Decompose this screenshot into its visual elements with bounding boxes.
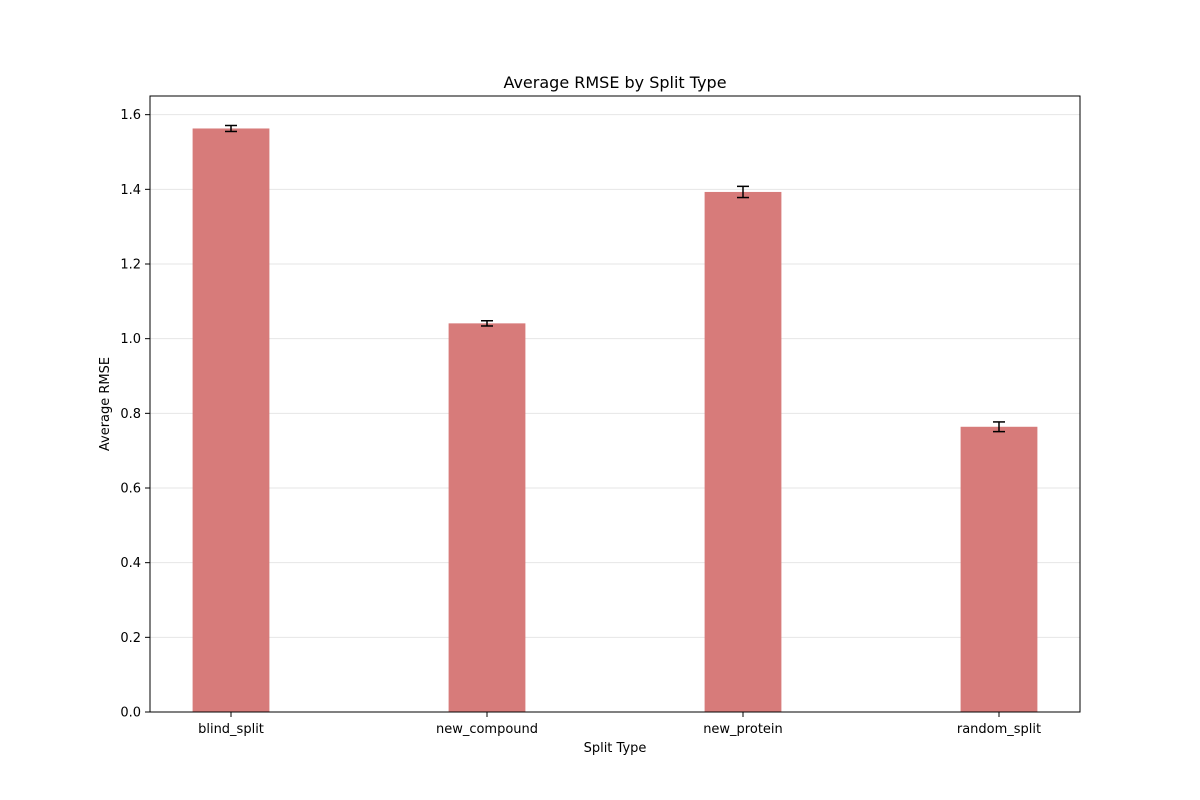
y-axis-ticks: 0.0 0.2 0.4 0.6 0.8 1.0 1.2 1.4 1.6 (120, 108, 150, 721)
x-tick-label: random_split (957, 722, 1041, 737)
x-tick-label: new_compound (436, 722, 538, 737)
bars (192, 128, 1038, 713)
chart-title: Average RMSE by Split Type (503, 73, 726, 92)
y-tick-label: 0.2 (120, 631, 141, 646)
y-tick-label: 0.8 (120, 407, 141, 422)
y-axis-label: Average RMSE (98, 357, 113, 451)
bar (448, 323, 526, 712)
y-tick-label: 0.4 (120, 556, 141, 571)
x-axis-label: Split Type (584, 741, 647, 756)
y-gridlines (150, 114, 1080, 638)
bar (192, 128, 270, 713)
error-bars (225, 124, 1005, 433)
x-tick-label: blind_split (198, 722, 264, 737)
y-tick-label: 0.0 (120, 706, 141, 721)
y-tick-label: 0.6 (120, 482, 141, 497)
x-axis-ticks: blind_split new_compound new_protein random… (198, 712, 1041, 737)
plot-frame (149, 95, 1081, 713)
y-tick-label: 1.6 (120, 108, 141, 123)
bar (704, 191, 782, 713)
bar (960, 426, 1038, 712)
y-tick-label: 1.4 (120, 183, 141, 198)
x-tick-label: new_protein (703, 722, 783, 737)
y-tick-label: 1.0 (120, 332, 141, 347)
y-tick-label: 1.2 (120, 258, 141, 273)
